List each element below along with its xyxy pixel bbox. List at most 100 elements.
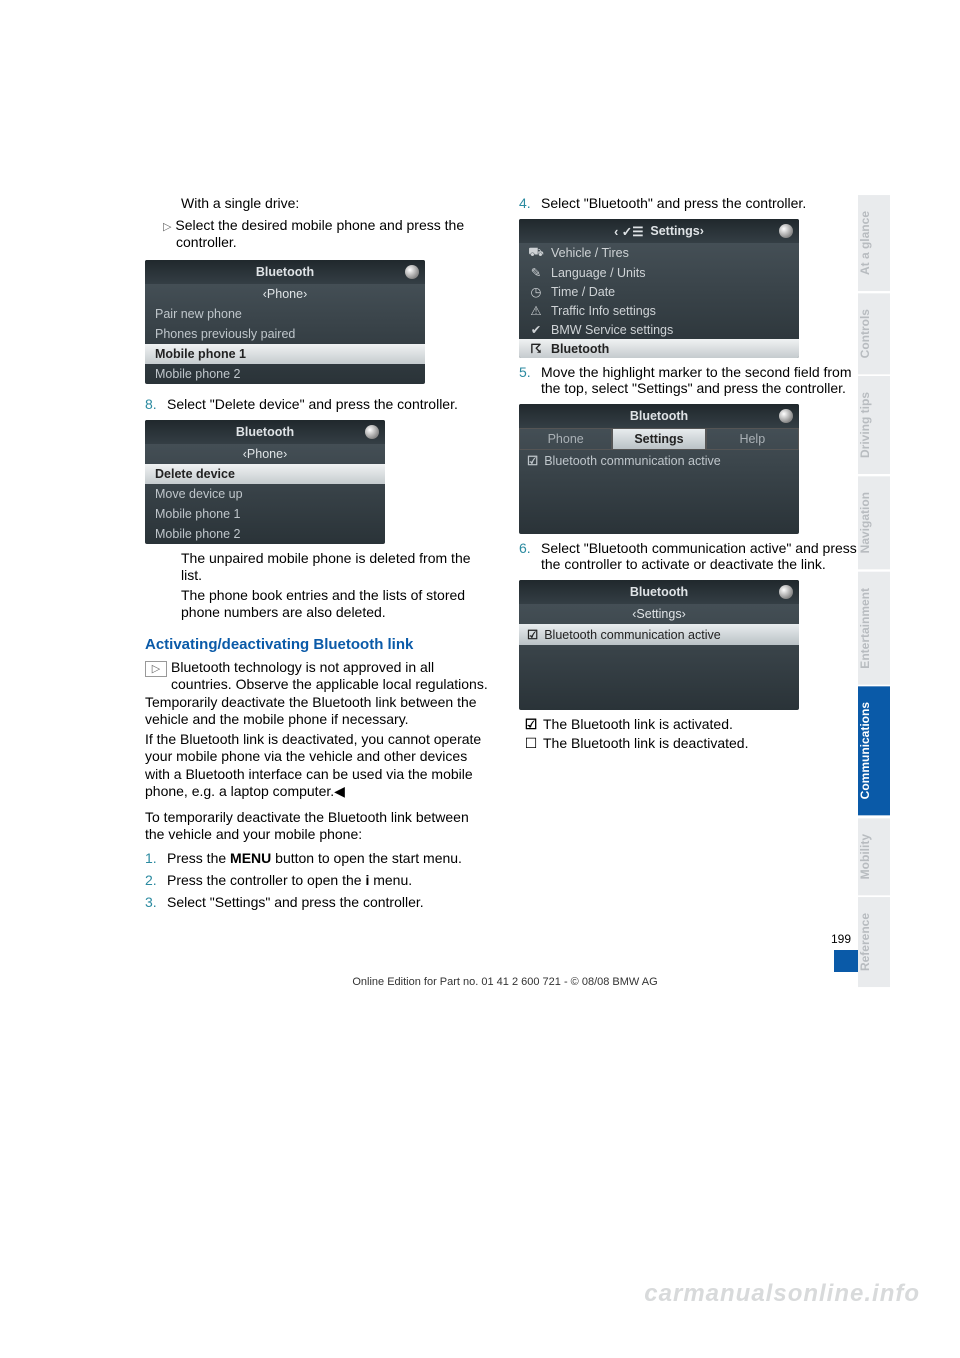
tab-reference[interactable]: Reference — [858, 897, 890, 987]
legend-deactivated: ☐ The Bluetooth link is deactivated. — [519, 735, 865, 752]
shot2-title: Bluetooth — [236, 425, 294, 439]
tab-mobility[interactable]: Mobility — [858, 818, 890, 895]
step-number: 4. — [519, 195, 541, 211]
shot1-row: Pair new phone — [145, 304, 425, 324]
checkbox-checked-icon: ☑ — [527, 627, 538, 642]
step-text: Press the controller to open the i menu. — [167, 872, 491, 888]
bt-active-row: Bluetooth communication active — [544, 628, 720, 642]
legend-text: The Bluetooth link is deactivated. — [543, 735, 748, 751]
settings-row: Vehicle / Tires — [551, 246, 629, 260]
step-text: Select "Settings" and press the controll… — [167, 894, 491, 910]
bt-active-row: Bluetooth communication active — [544, 454, 720, 468]
page-number: 199 — [145, 932, 865, 946]
info-paragraph-1: ▷ Bluetooth technology is not approved i… — [145, 659, 491, 729]
footer-line: Online Edition for Part no. 01 41 2 600 … — [145, 976, 865, 988]
info2-text: If the Bluetooth link is deactivated, yo… — [145, 731, 481, 800]
section-heading: Activating/deactivating Bluetooth link — [145, 636, 491, 653]
shot2-sub: Phone — [247, 447, 283, 461]
phonebook-text: The phone book entries and the lists of … — [181, 587, 491, 622]
shot1-row: Mobile phone 2 — [145, 364, 425, 384]
delete-device-screenshot: Bluetooth ‹ Phone › Delete device Move d… — [145, 420, 385, 544]
shot2-row: Mobile phone 1 — [145, 504, 385, 524]
unpaired-text: The unpaired mobile phone is deleted fro… — [181, 550, 491, 585]
idrive-knob-icon — [779, 409, 793, 423]
tab-controls[interactable]: Controls — [858, 293, 890, 374]
tab-driving-tips[interactable]: Driving tips — [858, 376, 890, 474]
shot4-title: Bluetooth — [630, 409, 688, 423]
service-icon: ✔ — [527, 322, 545, 337]
page-content: With a single drive: ▷ Select the desire… — [145, 195, 865, 988]
shot1-title: Bluetooth — [256, 265, 314, 279]
settings-menu-screenshot: ‹ ✓☰ Settings › ⛟Vehicle / Tires ✎Langua… — [519, 219, 799, 358]
step-number: 5. — [519, 364, 541, 396]
page-footer: 199 Online Edition for Part no. 01 41 2 … — [145, 932, 865, 988]
traffic-icon: ⚠ — [527, 303, 545, 318]
bluetooth-active-screenshot: Bluetooth ‹ Settings › ☑Bluetooth commun… — [519, 580, 799, 710]
checkbox-checked-icon: ☑ — [527, 453, 538, 468]
settings-row: BMW Service settings — [551, 323, 673, 337]
select-phone-item: ▷ Select the desired mobile phone and pr… — [163, 217, 491, 252]
step-2: 2. Press the controller to open the i me… — [145, 872, 491, 888]
bluetooth-icon: ☈ — [527, 341, 545, 356]
right-column: 4. Select "Bluetooth" and press the cont… — [519, 195, 865, 914]
select-phone-text: Select the desired mobile phone and pres… — [175, 217, 464, 251]
settings-row: Time / Date — [551, 285, 615, 299]
step-text: Press the MENU button to open the start … — [167, 850, 491, 866]
shot2-row: Mobile phone 2 — [145, 524, 385, 544]
settings-row: Traffic Info settings — [551, 304, 656, 318]
step-text: Move the highlight marker to the second … — [541, 364, 865, 396]
step-number: 8. — [145, 396, 167, 412]
shot1-row: Phones previously paired — [145, 324, 425, 344]
legend-text: The Bluetooth link is activated. — [543, 716, 733, 732]
step-number: 6. — [519, 540, 541, 572]
info1-text: Bluetooth technology is not approved in … — [145, 659, 488, 728]
idrive-knob-icon — [779, 585, 793, 599]
side-tabs: At a glance Controls Driving tips Naviga… — [858, 195, 890, 989]
step-3: 3. Select "Settings" and press the contr… — [145, 894, 491, 910]
shot3-title: Settings — [650, 224, 699, 238]
idrive-knob-icon — [405, 265, 419, 279]
step-4: 4. Select "Bluetooth" and press the cont… — [519, 195, 865, 211]
tab-entertainment[interactable]: Entertainment — [858, 572, 890, 685]
checkbox-empty-icon: ☐ — [519, 735, 543, 752]
end-triangle-icon: ◀ — [334, 783, 345, 799]
clock-icon: ◷ — [527, 284, 545, 299]
car-icon: ⛟ — [527, 245, 545, 261]
step-1: 1. Press the MENU button to open the sta… — [145, 850, 491, 866]
tab-phone: Phone — [519, 428, 612, 450]
settings-row: Language / Units — [551, 266, 646, 280]
shot5-title: Bluetooth — [630, 585, 688, 599]
language-icon: ✎ — [527, 265, 545, 280]
info-triangle-icon: ▷ — [145, 661, 167, 677]
idrive-knob-icon — [365, 425, 379, 439]
step-number: 2. — [145, 872, 167, 888]
step-5: 5. Move the highlight marker to the seco… — [519, 364, 865, 396]
tab-settings: Settings — [612, 428, 705, 450]
shot5-sub: Settings — [636, 607, 681, 621]
single-drive-text: With a single drive: — [181, 195, 491, 213]
shot2-row: Move device up — [145, 484, 385, 504]
tab-at-a-glance[interactable]: At a glance — [858, 195, 890, 291]
step-8: 8. Select "Delete device" and press the … — [145, 396, 491, 412]
tab-communications[interactable]: Communications — [858, 686, 890, 815]
left-column: With a single drive: ▷ Select the desire… — [145, 195, 491, 914]
shot1-sub: Phone — [267, 287, 303, 301]
shot1-row-selected: Mobile phone 1 — [145, 344, 425, 364]
watermark: carmanualsonline.info — [644, 1280, 920, 1308]
step-text: Select "Bluetooth communication active" … — [541, 540, 865, 572]
step-number: 1. — [145, 850, 167, 866]
temp-deactivate-text: To temporarily deactivate the Bluetooth … — [145, 809, 491, 844]
bluetooth-phone-list-screenshot: Bluetooth ‹ Phone › Pair new phone Phone… — [145, 260, 425, 384]
info-paragraph-2: If the Bluetooth link is deactivated, yo… — [145, 731, 491, 801]
tab-help: Help — [706, 428, 799, 450]
checkbox-checked-icon: ☑ — [519, 716, 543, 733]
step-6: 6. Select "Bluetooth communication activ… — [519, 540, 865, 572]
idrive-knob-icon — [779, 224, 793, 238]
settings-row-selected: Bluetooth — [551, 342, 609, 356]
step-text: Select "Bluetooth" and press the control… — [541, 195, 865, 211]
triangle-icon: ▷ — [163, 221, 171, 233]
step-number: 3. — [145, 894, 167, 910]
step-text: Select "Delete device" and press the con… — [167, 396, 491, 412]
tab-navigation[interactable]: Navigation — [858, 476, 890, 569]
bluetooth-tabs-screenshot: Bluetooth Phone Settings Help ☑ Bluetooth… — [519, 404, 799, 534]
